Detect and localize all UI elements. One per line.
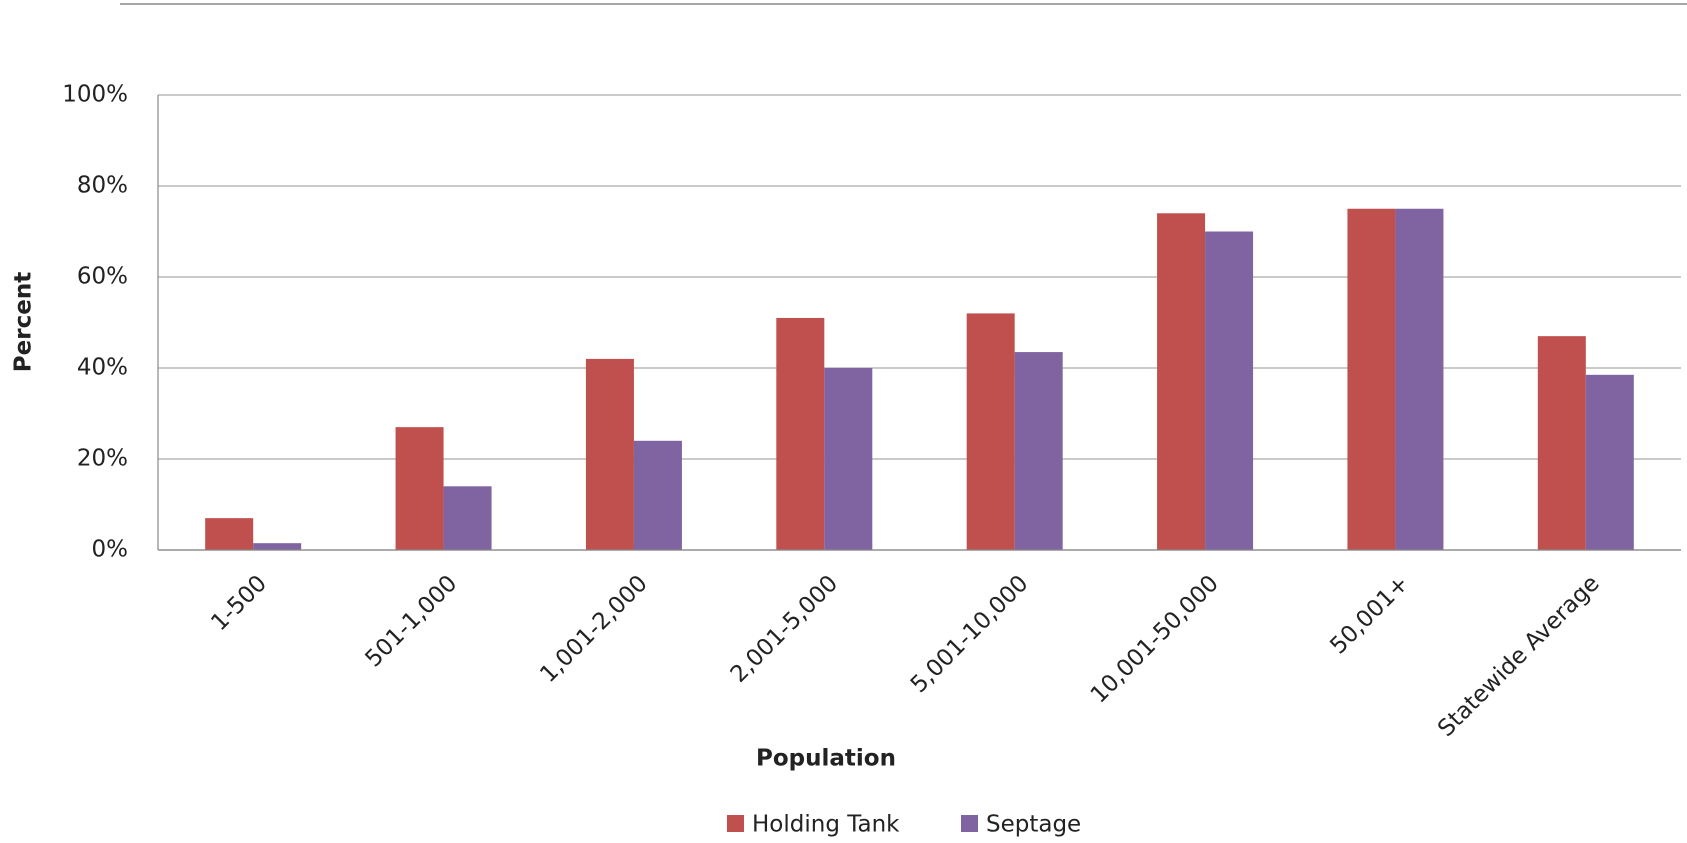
bar: [585, 358, 634, 550]
legend-swatch: [727, 815, 744, 832]
x-tick-label: 50,001+: [1325, 570, 1414, 659]
y-tick-label: 20%: [77, 446, 128, 472]
legend-label: Holding Tank: [752, 812, 900, 838]
bar: [824, 368, 873, 550]
y-tick-label: 60%: [77, 264, 128, 290]
y-tick-label: 40%: [77, 355, 128, 381]
bar: [1347, 208, 1396, 550]
x-tick-label: 1,001-2,000: [535, 570, 652, 687]
x-tick-label: 2,001-5,000: [726, 570, 843, 687]
y-tick-label: 0%: [92, 537, 129, 563]
bar: [776, 317, 825, 550]
bar: [1205, 231, 1254, 550]
x-tick-label: 1-500: [206, 570, 272, 636]
x-tick-label: 501-1,000: [361, 570, 463, 672]
x-tick-label: 5,001-10,000: [906, 570, 1034, 698]
bar: [1014, 352, 1063, 550]
bar: [1585, 374, 1634, 550]
y-axis-title: Percent: [11, 272, 37, 372]
bar: [205, 518, 254, 550]
bar: [633, 440, 682, 550]
bar: [1157, 213, 1206, 551]
bar: [253, 543, 302, 550]
x-tick-label: 10,001-50,000: [1086, 570, 1224, 708]
legend-swatch: [961, 815, 978, 832]
legend-label: Septage: [986, 812, 1081, 838]
x-tick-label: Statewide Average: [1433, 570, 1605, 742]
x-axis-title: Population: [756, 746, 896, 772]
bar: [1395, 208, 1444, 550]
bar: [1537, 336, 1586, 550]
bar: [395, 427, 444, 550]
y-tick-label: 80%: [77, 173, 128, 199]
bar: [443, 486, 492, 550]
bar: [966, 313, 1015, 550]
y-tick-label: 100%: [62, 82, 128, 108]
